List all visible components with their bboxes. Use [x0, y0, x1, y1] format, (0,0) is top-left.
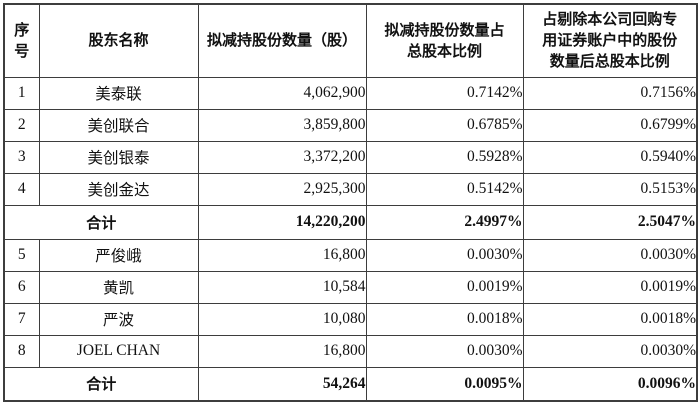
table-body: 1 美泰联 4,062,900 0.7142% 0.7156% 2 美创联合 3,859,80…: [3, 76, 698, 402]
share-reduction-table: 序 号 股东名称 拟减持股份数量（股） 拟减持股份数量占 总股本比例 占剔除本公…: [3, 3, 698, 402]
cell-pct-ex-buyback: 0.0030%: [522, 238, 698, 272]
cell-pct-total: 2.4997%: [365, 204, 524, 240]
table-header: 序 号 股东名称 拟减持股份数量（股） 拟减持股份数量占 总股本比例 占剔除本公…: [3, 3, 698, 78]
table-row: 7 严波 10,080 0.0018% 0.0018%: [3, 302, 698, 336]
cell-no: 4: [3, 172, 40, 206]
cell-pct-total: 0.0030%: [365, 334, 524, 368]
cell-shares: 3,372,200: [197, 140, 367, 174]
cell-pct-ex-buyback: 0.7156%: [522, 76, 698, 110]
cell-pct-total: 0.0030%: [365, 238, 524, 272]
cell-shareholder-name: 美创金达: [38, 172, 199, 206]
header-cell-pct-ex-buyback: 占剔除本公司回购专 用证券账户中的股份 数量后总股本比例: [522, 3, 698, 78]
cell-no: 7: [3, 302, 40, 336]
cell-pct-ex-buyback: 0.5940%: [522, 140, 698, 174]
header-cell-shares: 拟减持股份数量（股）: [197, 3, 367, 78]
table-row: 5 严俊峨 16,800 0.0030% 0.0030%: [3, 238, 698, 272]
cell-no: 6: [3, 270, 40, 304]
cell-pct-ex-buyback: 0.0096%: [522, 366, 698, 402]
cell-shares: 16,800: [197, 334, 367, 368]
cell-pct-ex-buyback: 0.0030%: [522, 334, 698, 368]
table-row: 4 美创金达 2,925,300 0.5142% 0.5153%: [3, 172, 698, 206]
cell-no: 5: [3, 238, 40, 272]
cell-pct-ex-buyback: 2.5047%: [522, 204, 698, 240]
cell-pct-total: 0.6785%: [365, 108, 524, 142]
cell-shareholder-name: 美泰联: [38, 76, 199, 110]
cell-shares: 16,800: [197, 238, 367, 272]
cell-shares: 10,080: [197, 302, 367, 336]
cell-shareholder-name: 美创银泰: [38, 140, 199, 174]
cell-pct-ex-buyback: 0.5153%: [522, 172, 698, 206]
total-row: 合计 14,220,200 2.4997% 2.5047%: [3, 204, 698, 240]
cell-shares: 3,859,800: [197, 108, 367, 142]
cell-shares: 14,220,200: [197, 204, 367, 240]
cell-pct-total: 0.0018%: [365, 302, 524, 336]
cell-pct-ex-buyback: 0.0019%: [522, 270, 698, 304]
header-cell-shareholder: 股东名称: [38, 3, 199, 78]
table-row: 1 美泰联 4,062,900 0.7142% 0.7156%: [3, 76, 698, 110]
cell-no: 2: [3, 108, 40, 142]
header-row: 序 号 股东名称 拟减持股份数量（股） 拟减持股份数量占 总股本比例 占剔除本公…: [3, 3, 698, 78]
cell-shareholder-name: 黄凯: [38, 270, 199, 304]
total-label: 合计: [3, 204, 199, 240]
cell-pct-total: 0.5928%: [365, 140, 524, 174]
table-row: 2 美创联合 3,859,800 0.6785% 0.6799%: [3, 108, 698, 142]
cell-shareholder-name: 严波: [38, 302, 199, 336]
cell-pct-total: 0.7142%: [365, 76, 524, 110]
cell-pct-total: 0.5142%: [365, 172, 524, 206]
cell-pct-ex-buyback: 0.6799%: [522, 108, 698, 142]
cell-no: 8: [3, 334, 40, 368]
cell-shares: 2,925,300: [197, 172, 367, 206]
cell-no: 3: [3, 140, 40, 174]
table-row: 3 美创银泰 3,372,200 0.5928% 0.5940%: [3, 140, 698, 174]
share-reduction-table-container: 序 号 股东名称 拟减持股份数量（股） 拟减持股份数量占 总股本比例 占剔除本公…: [3, 3, 698, 402]
cell-pct-ex-buyback: 0.0018%: [522, 302, 698, 336]
table-row: 6 黄凯 10,584 0.0019% 0.0019%: [3, 270, 698, 304]
cell-pct-total: 0.0019%: [365, 270, 524, 304]
header-cell-pct-total: 拟减持股份数量占 总股本比例: [365, 3, 524, 78]
table-row: 8 JOEL CHAN 16,800 0.0030% 0.0030%: [3, 334, 698, 368]
cell-shareholder-name: 严俊峨: [38, 238, 199, 272]
cell-shareholder-name: 美创联合: [38, 108, 199, 142]
total-row: 合计 54,264 0.0095% 0.0096%: [3, 366, 698, 402]
cell-shares: 54,264: [197, 366, 367, 402]
cell-no: 1: [3, 76, 40, 110]
cell-shareholder-name: JOEL CHAN: [38, 334, 199, 368]
cell-shares: 4,062,900: [197, 76, 367, 110]
header-cell-no: 序 号: [3, 3, 40, 78]
cell-shares: 10,584: [197, 270, 367, 304]
total-label: 合计: [3, 366, 199, 402]
cell-pct-total: 0.0095%: [365, 366, 524, 402]
